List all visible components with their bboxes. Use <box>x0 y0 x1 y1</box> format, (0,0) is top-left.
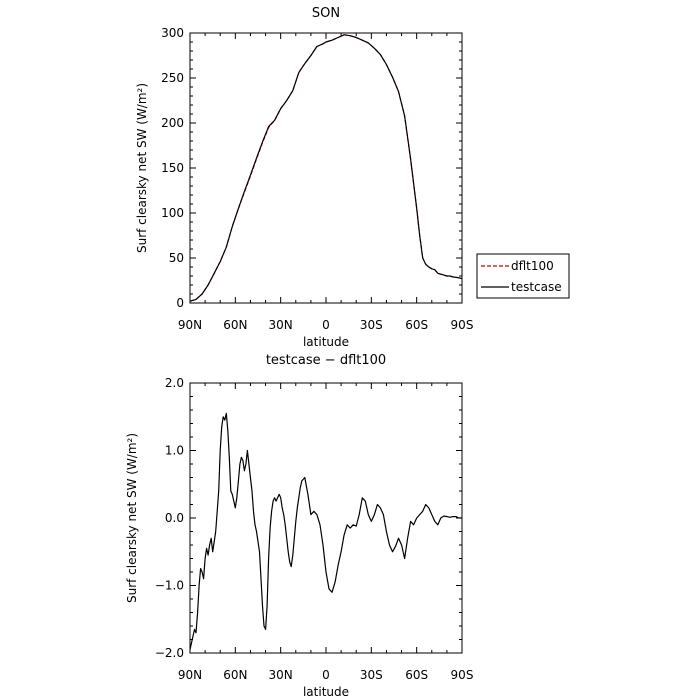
series-top <box>189 34 463 302</box>
bottom-xtick-label-1: 60N <box>223 668 247 682</box>
top-ytick-label-5: 250 <box>161 71 184 85</box>
top-ytick-label-3: 150 <box>161 161 184 175</box>
bottom-ytick-label-0: −2.0 <box>155 646 184 660</box>
top-ytick-label-4: 200 <box>161 116 184 130</box>
legend-box <box>476 253 570 299</box>
top-xtick-label-4: 30S <box>360 318 383 332</box>
legend: dflt100 testcase <box>476 253 570 299</box>
xlabel-bottom: latitude <box>303 685 349 699</box>
top-series-line-testcase <box>189 34 463 302</box>
bottom-ytick-label-3: 1.0 <box>165 444 184 458</box>
ticks-bottom: 90N 60N 30N 0 30S 60S 90S −2.0 −1.0 0.0 1.0 2.0 <box>155 376 474 682</box>
bottom-xtick-label-0: 90N <box>178 668 202 682</box>
xlabel-top: latitude <box>303 335 349 349</box>
plot-frame-top <box>189 32 463 304</box>
top-ytick-label-0: 0 <box>176 296 184 310</box>
bottom-xtick-label-3: 0 <box>322 668 330 682</box>
top-xtick-label-5: 60S <box>405 318 428 332</box>
top-xtick-label-1: 60N <box>223 318 247 332</box>
bottom-ytick-label-1: −1.0 <box>155 579 184 593</box>
bottom-xtick-label-5: 60S <box>405 668 428 682</box>
ylabel-bottom: Surf clearsky net SW (W/m²) <box>125 433 139 603</box>
top-xtick-label-0: 90N <box>178 318 202 332</box>
top-ytick-label-2: 100 <box>161 206 184 220</box>
top-ytick-label-6: 300 <box>161 26 184 40</box>
bottom-series-line-0 <box>189 412 462 650</box>
title-top: SON <box>312 6 340 21</box>
title-bottom: testcase − dflt100 <box>266 353 386 368</box>
bottom-xtick-label-2: 30N <box>269 668 293 682</box>
top-ytick-label-1: 50 <box>169 251 184 265</box>
panel-bottom: testcase − dflt100 90N 60N 30N 0 30S 60S 90S −2… <box>125 353 473 699</box>
legend-label-testcase: testcase <box>511 280 562 294</box>
ylabel-top: Surf clearsky net SW (W/m²) <box>135 83 149 253</box>
ticks-top: 90N 60N 30N 0 30S 60S 90S 0 50 100 150 200 250 300 <box>161 26 473 332</box>
bottom-xtick-label-6: 90S <box>451 668 474 682</box>
legend-label-dflt100: dflt100 <box>511 259 554 273</box>
bottom-ytick-label-2: 0.0 <box>165 511 184 525</box>
plot-frame-bottom <box>189 382 463 654</box>
bottom-xtick-label-4: 30S <box>360 668 383 682</box>
bottom-ytick-label-4: 2.0 <box>165 376 184 390</box>
top-xtick-label-2: 30N <box>269 318 293 332</box>
series-bottom <box>189 412 462 650</box>
top-xtick-label-3: 0 <box>322 318 330 332</box>
top-xtick-label-6: 90S <box>451 318 474 332</box>
top-series-line-dflt100 <box>189 34 463 302</box>
panel-top: SON 90N 60N 30N 0 30S 60S 90S 0 50 100 150 200 250 30… <box>135 6 570 349</box>
